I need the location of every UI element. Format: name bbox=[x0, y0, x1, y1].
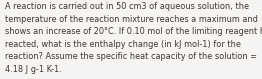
Text: 4.18 J g-1 K-1.: 4.18 J g-1 K-1. bbox=[5, 65, 62, 74]
Text: reacted, what is the enthalpy change (in kJ mol-1) for the: reacted, what is the enthalpy change (in… bbox=[5, 40, 241, 49]
Text: A reaction is carried out in 50 cm3 of aqueous solution, the: A reaction is carried out in 50 cm3 of a… bbox=[5, 2, 249, 11]
Text: temperature of the reaction mixture reaches a maximum and: temperature of the reaction mixture reac… bbox=[5, 15, 258, 24]
Text: shows an increase of 20°C. If 0.10 mol of the limiting reagent has: shows an increase of 20°C. If 0.10 mol o… bbox=[5, 27, 262, 36]
Text: reaction? Assume the specific heat capacity of the solution =: reaction? Assume the specific heat capac… bbox=[5, 52, 257, 61]
